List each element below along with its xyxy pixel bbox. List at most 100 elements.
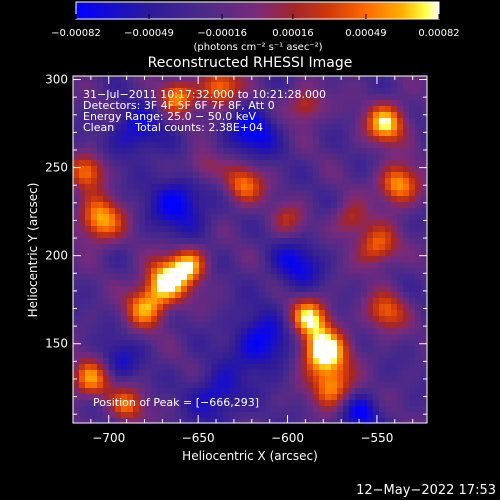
heatmap-cell xyxy=(271,76,277,82)
heatmap-cell xyxy=(193,358,199,364)
heatmap-cell xyxy=(289,280,295,286)
heatmap-cell xyxy=(79,226,85,232)
heatmap-cell xyxy=(187,124,193,130)
heatmap-cell xyxy=(367,274,373,280)
heatmap-cell xyxy=(133,268,139,274)
heatmap-cell xyxy=(271,160,277,166)
heatmap-cell xyxy=(409,118,415,124)
heatmap-cell xyxy=(277,298,283,304)
heatmap-cell xyxy=(379,76,385,82)
heatmap-cell xyxy=(271,136,277,142)
heatmap-cell xyxy=(121,244,127,250)
heatmap-cell xyxy=(229,118,235,124)
heatmap-cell xyxy=(397,328,403,334)
heatmap-cell xyxy=(217,76,223,82)
heatmap-cell xyxy=(415,256,421,262)
heatmap-cell xyxy=(151,412,157,418)
heatmap-cell xyxy=(181,172,187,178)
heatmap-cell xyxy=(181,280,187,286)
heatmap-cell xyxy=(331,376,337,382)
heatmap-cell xyxy=(199,388,205,394)
heatmap-cell xyxy=(247,274,253,280)
y-tick-label: 150 xyxy=(45,337,68,351)
heatmap-cell xyxy=(319,412,325,418)
heatmap-cell xyxy=(121,280,127,286)
heatmap-cell xyxy=(277,106,283,112)
heatmap-cell xyxy=(289,184,295,190)
heatmap-cell xyxy=(295,172,301,178)
heatmap-image xyxy=(73,76,427,423)
heatmap-cell xyxy=(277,232,283,238)
heatmap-cell xyxy=(139,106,145,112)
heatmap-cell xyxy=(193,250,199,256)
heatmap-cell xyxy=(193,196,199,202)
heatmap-cell xyxy=(409,94,415,100)
heatmap-cell xyxy=(127,352,133,358)
heatmap-cell xyxy=(229,196,235,202)
heatmap-cell xyxy=(397,154,403,160)
annotation-time-range: 31−Jul−2011 10:17:32.000 to 10:21:28.000 xyxy=(83,88,326,101)
heatmap-cell xyxy=(193,376,199,382)
heatmap-cell xyxy=(175,286,181,292)
heatmap-cell xyxy=(367,160,373,166)
heatmap-cell xyxy=(115,166,121,172)
heatmap-cell xyxy=(223,112,229,118)
heatmap-cell xyxy=(367,220,373,226)
heatmap-cell xyxy=(403,328,409,334)
heatmap-cell xyxy=(157,388,163,394)
heatmap-cell xyxy=(253,202,259,208)
heatmap-cell xyxy=(103,262,109,268)
heatmap-cell xyxy=(115,172,121,178)
heatmap-cell xyxy=(313,154,319,160)
heatmap-cell xyxy=(223,238,229,244)
heatmap-cell xyxy=(265,262,271,268)
heatmap-cell xyxy=(385,76,391,82)
heatmap-cell xyxy=(325,124,331,130)
heatmap-cell xyxy=(241,244,247,250)
heatmap-cell xyxy=(97,376,103,382)
heatmap-cell xyxy=(289,262,295,268)
heatmap-cell xyxy=(79,148,85,154)
heatmap-cell xyxy=(199,352,205,358)
heatmap-cell xyxy=(265,214,271,220)
heatmap-cell xyxy=(193,256,199,262)
heatmap-cell xyxy=(127,310,133,316)
heatmap-cell xyxy=(337,220,343,226)
heatmap-cell xyxy=(115,310,121,316)
heatmap-cell xyxy=(91,388,97,394)
heatmap-cell xyxy=(283,226,289,232)
heatmap-cell xyxy=(133,400,139,406)
heatmap-cell xyxy=(85,136,91,142)
heatmap-cell xyxy=(361,166,367,172)
heatmap-cell xyxy=(307,106,313,112)
heatmap-cell xyxy=(91,238,97,244)
heatmap-cell xyxy=(91,250,97,256)
heatmap-cell xyxy=(319,136,325,142)
heatmap-cell xyxy=(289,208,295,214)
heatmap-cell xyxy=(217,160,223,166)
heatmap-cell xyxy=(115,220,121,226)
heatmap-cell xyxy=(361,244,367,250)
heatmap-cell xyxy=(205,412,211,418)
heatmap-cell xyxy=(151,364,157,370)
heatmap-cell xyxy=(259,298,265,304)
heatmap-cell xyxy=(373,88,379,94)
heatmap-cell xyxy=(193,244,199,250)
heatmap-cell xyxy=(391,226,397,232)
heatmap-cell xyxy=(193,316,199,322)
heatmap-cell xyxy=(127,316,133,322)
heatmap-cell xyxy=(403,136,409,142)
heatmap-cell xyxy=(391,190,397,196)
heatmap-cell xyxy=(193,322,199,328)
heatmap-cell xyxy=(343,244,349,250)
heatmap-cell xyxy=(127,124,133,130)
heatmap-cell xyxy=(271,268,277,274)
heatmap-cell xyxy=(103,94,109,100)
x-tick-label: −650 xyxy=(182,431,215,445)
heatmap-cell xyxy=(85,112,91,118)
heatmap-cell xyxy=(325,394,331,400)
heatmap-cell xyxy=(133,190,139,196)
heatmap-cell xyxy=(121,178,127,184)
heatmap-cell xyxy=(259,88,265,94)
heatmap-cell xyxy=(265,382,271,388)
